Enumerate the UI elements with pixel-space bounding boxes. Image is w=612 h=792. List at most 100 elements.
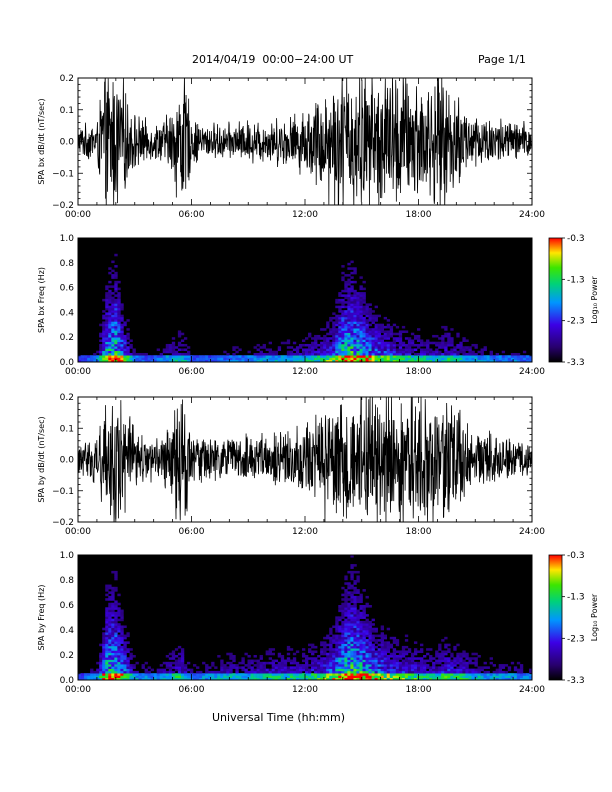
- spectrogram-cell: [311, 341, 315, 345]
- spectrogram-cell: [344, 325, 348, 329]
- spectrogram-cell: [314, 341, 318, 345]
- spectrogram-cell: [353, 634, 357, 638]
- spectrogram-cell: [350, 625, 354, 629]
- spectrogram-cell: [462, 652, 466, 656]
- spectrogram-cell: [268, 652, 273, 656]
- spectrogram-cell: [256, 661, 260, 665]
- spectrogram-cell: [344, 301, 348, 304]
- spectrogram-cell: [114, 575, 118, 579]
- spectrogram-cell: [295, 666, 300, 669]
- spectrogram-cell: [447, 357, 451, 361]
- spectrogram-cell: [180, 359, 185, 363]
- spectrogram-cell: [365, 303, 369, 306]
- spectrogram-cell: [404, 652, 409, 656]
- spectrogram-cell: [507, 675, 512, 679]
- spectrogram-cell: [338, 321, 342, 324]
- spectrogram-cell: [359, 350, 363, 354]
- spectrogram-cell: [305, 343, 309, 347]
- spectrogram-cell: [108, 611, 112, 615]
- spectrogram-cell: [326, 636, 330, 640]
- spectrogram-cell: [301, 659, 306, 663]
- spectrogram-cell: [335, 668, 339, 672]
- spectrogram-cell: [305, 359, 309, 363]
- spectrogram-cell: [168, 355, 173, 358]
- spectrogram-cell: [353, 641, 357, 644]
- spectrogram-cell: [347, 598, 351, 601]
- spectrogram-cell: [317, 670, 321, 674]
- spectrogram-cell: [180, 343, 185, 347]
- colorbar-tick-label: -2.3: [567, 317, 585, 327]
- spectrogram-cell: [429, 673, 433, 676]
- spectrogram-cell: [335, 332, 339, 336]
- spectrogram-cell: [126, 675, 130, 679]
- spectrogram-cell: [335, 634, 339, 638]
- spectrogram-cell: [111, 260, 115, 264]
- spectrogram-cell: [423, 655, 427, 658]
- spectrogram-cell: [513, 352, 518, 356]
- spectrogram-cell: [420, 343, 424, 347]
- spectrogram-cell: [111, 625, 115, 629]
- spectrogram-cell: [162, 677, 167, 681]
- spectrogram-cell: [90, 357, 94, 361]
- spectrogram-cell: [486, 666, 490, 669]
- spectrogram-cell: [177, 652, 182, 656]
- spectrogram-cell: [132, 675, 136, 679]
- spectrogram-cell: [241, 357, 245, 361]
- spectrogram-cell: [223, 670, 227, 674]
- spectrogram-cell: [413, 343, 418, 347]
- spectrogram-cell: [356, 659, 360, 663]
- spectrogram-cell: [353, 625, 357, 629]
- spectrogram-cell: [250, 666, 254, 669]
- spectrogram-cell: [256, 677, 260, 681]
- spectrogram-cell: [353, 605, 357, 608]
- spectrogram-cell: [513, 673, 518, 676]
- spectrogram-cell: [374, 664, 378, 667]
- spectrogram-cell: [147, 359, 151, 363]
- spectrogram-cell: [335, 350, 339, 354]
- spectrogram-cell: [474, 357, 478, 361]
- spectrogram-cell: [329, 652, 333, 656]
- spectrogram-cell: [359, 668, 363, 672]
- spectrogram-cell: [335, 650, 339, 654]
- spectrogram-cell: [105, 319, 109, 322]
- spectrogram-cell: [404, 668, 409, 672]
- spectrogram-cell: [398, 652, 403, 656]
- spectrogram-cell: [356, 630, 360, 633]
- spectrogram-cell: [356, 359, 360, 363]
- spectrogram-cell: [392, 359, 397, 363]
- spectrogram-cell: [347, 648, 351, 651]
- spectrogram-cell: [344, 591, 348, 594]
- spectrogram-cell: [377, 673, 381, 676]
- spectrogram-cell: [111, 641, 115, 644]
- spectrogram-cell: [404, 659, 409, 663]
- spectrogram-cell: [114, 643, 118, 647]
- spectrogram-cell: [105, 593, 109, 597]
- spectrogram-cell: [229, 668, 233, 672]
- spectrogram-cell: [347, 343, 351, 347]
- spectrogram-cell: [368, 661, 372, 665]
- spectrogram-cell: [501, 673, 506, 676]
- spectrogram-cell: [350, 296, 354, 300]
- spectrogram-cell: [420, 352, 424, 356]
- spectrogram-cell: [301, 668, 306, 672]
- spectrogram-cell: [305, 661, 309, 665]
- spectrogram-cell: [474, 668, 478, 672]
- spectrogram-cell: [359, 598, 363, 601]
- spectrogram-cell: [435, 650, 439, 654]
- spectrogram-cell: [353, 269, 357, 273]
- spectrogram-cell: [359, 620, 363, 624]
- spectrogram-cell: [356, 319, 360, 322]
- spectrogram-cell: [105, 623, 109, 626]
- spectrogram-cell: [84, 675, 88, 679]
- spectrogram-cell: [380, 668, 384, 672]
- spectrogram-cell: [353, 316, 357, 320]
- spectrogram-cell: [274, 352, 279, 356]
- spectrogram-cell: [292, 668, 297, 672]
- spectrogram-cell: [435, 334, 439, 338]
- spectrogram-cell: [217, 677, 221, 681]
- spectrogram-cell: [114, 301, 118, 304]
- spectrogram-cell: [102, 321, 106, 324]
- spectrogram-cell: [368, 639, 372, 642]
- spectrogram-cell: [132, 655, 136, 658]
- spectrogram-cell: [359, 670, 363, 674]
